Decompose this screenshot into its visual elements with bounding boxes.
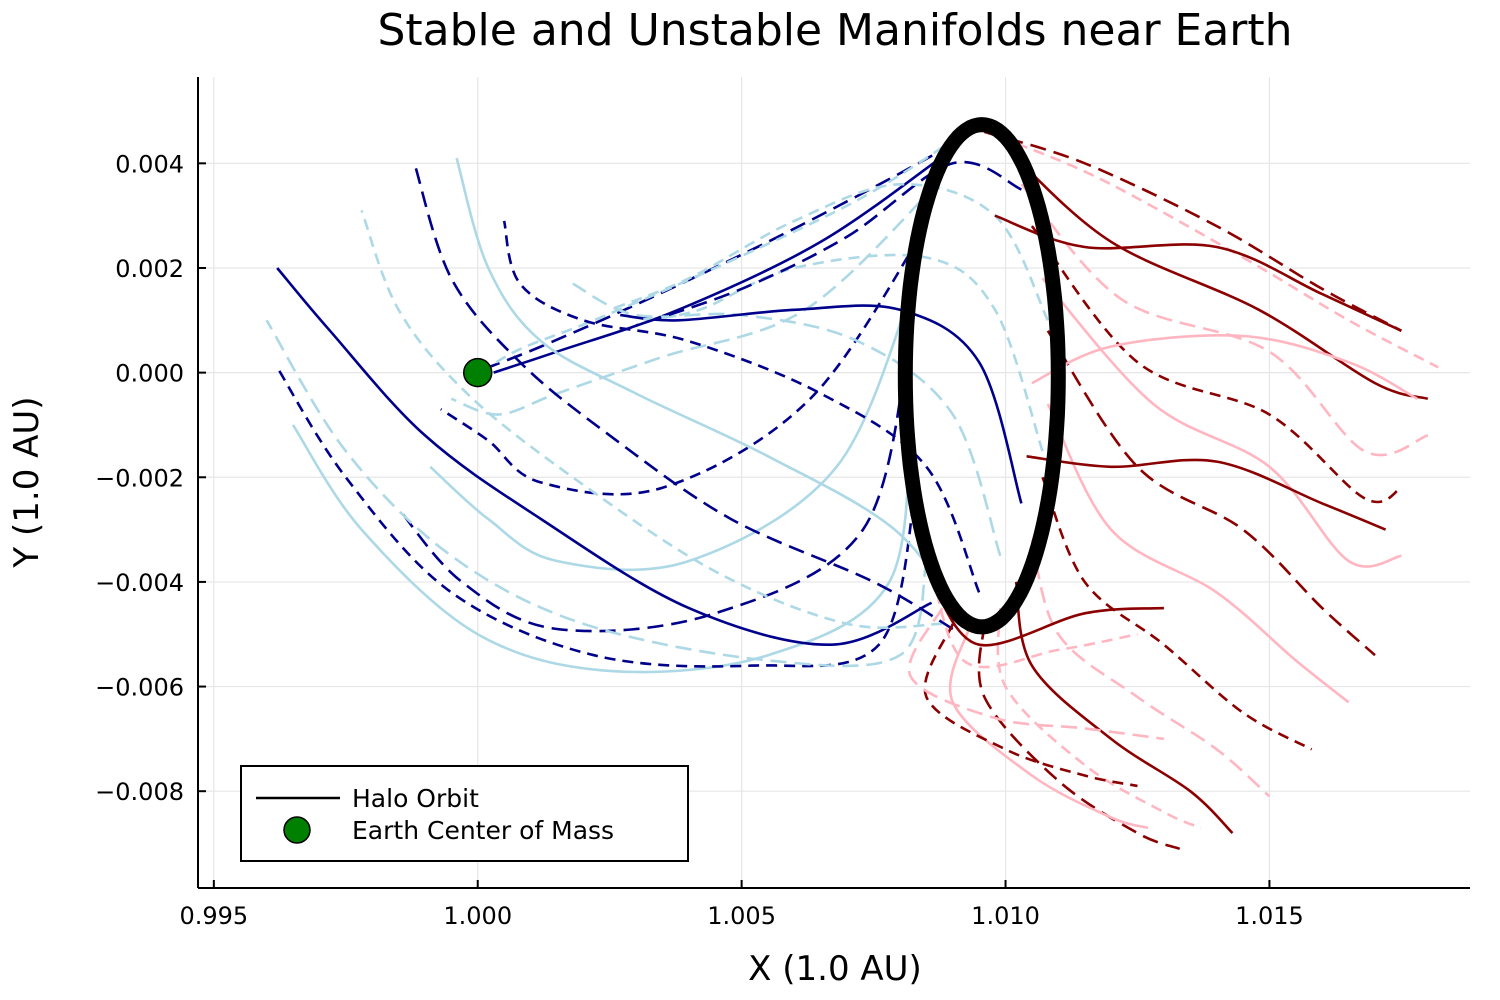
unstable-manifold-curve <box>1046 330 1376 657</box>
axes <box>197 77 1470 889</box>
unstable-manifold-curve <box>930 581 1164 647</box>
unstable-manifold-curve <box>1030 539 1271 798</box>
unstable-manifold-curve <box>1041 476 1313 751</box>
y-tick-label: 0.002 <box>115 255 184 283</box>
unstable-manifold-curve <box>907 607 1165 741</box>
legend-box <box>240 765 689 862</box>
unstable-manifold-curve <box>996 608 1202 830</box>
stable-manifold-curve <box>291 403 912 674</box>
y-tick-label: 0.000 <box>115 360 184 388</box>
stable-manifold-series <box>265 130 1049 674</box>
y-tick-label: −0.006 <box>95 674 184 702</box>
stable-manifold-curve <box>455 157 965 620</box>
legend-earth-swatch <box>283 816 311 844</box>
x-axis-ticks: 0.995 1.000 1.005 1.010 1.015 <box>179 880 1304 930</box>
unstable-manifold-curve <box>1009 151 1429 401</box>
unstable-manifold-curve <box>984 130 1403 332</box>
y-tick-label: −0.004 <box>95 569 184 597</box>
unstable-manifold-curve <box>923 623 1138 788</box>
y-tick-label: −0.008 <box>95 778 184 806</box>
halo-orbit-line <box>897 117 1066 635</box>
stable-manifold-curve <box>609 182 1049 321</box>
chart-title: Stable and Unstable Manifolds near Earth <box>377 5 1292 56</box>
x-tick-label: 1.010 <box>971 902 1040 930</box>
stable-manifold-curve <box>429 277 917 572</box>
unstable-manifold-curve <box>999 135 1439 369</box>
legend: Halo Orbit Earth Center of Mass <box>240 765 689 862</box>
unstable-manifold-curve <box>1020 183 1429 457</box>
stable-manifold-curve <box>450 183 938 416</box>
unstable-manifold-curve <box>1026 455 1387 531</box>
earth-series <box>462 357 493 388</box>
x-tick-label: 0.995 <box>179 902 248 930</box>
unstable-manifold-curve <box>1046 403 1350 704</box>
unstable-manifold-curve <box>1041 277 1402 568</box>
stable-manifold-curve <box>360 209 943 629</box>
halo-orbit-series <box>897 117 1066 635</box>
stable-manifold-curve <box>620 304 1023 504</box>
stable-manifold-curve <box>265 319 928 668</box>
earth-marker <box>462 357 493 388</box>
stable-manifold-curve <box>635 253 1044 452</box>
y-axis-label: Y (1.0 AU) <box>7 396 47 568</box>
unstable-manifold-curve <box>1030 225 1403 504</box>
legend-halo-label: Halo Orbit <box>352 784 479 813</box>
unstable-manifold-curve <box>977 623 1181 851</box>
stable-manifold-curve <box>440 225 928 496</box>
y-tick-label: −0.002 <box>95 464 184 492</box>
y-axis-ticks: 0.004 0.002 0.000 −0.002 −0.004 −0.006 −0.008 <box>95 150 206 806</box>
plot-area <box>265 117 1439 851</box>
unstable-manifold-series <box>907 130 1439 851</box>
stable-manifold-curve <box>397 330 912 633</box>
x-tick-label: 1.000 <box>443 902 512 930</box>
stable-manifold-curve <box>413 162 954 631</box>
legend-earth-label: Earth Center of Mass <box>352 816 614 845</box>
x-axis-label: X (1.0 AU) <box>748 949 922 989</box>
y-tick-label: 0.004 <box>115 150 184 178</box>
stable-manifold-curve <box>635 160 1022 327</box>
stable-manifold-curve <box>276 267 933 647</box>
x-tick-label: 1.005 <box>707 902 776 930</box>
unstable-manifold-curve <box>1031 334 1418 400</box>
unstable-manifold-curve <box>994 214 1402 332</box>
x-tick-label: 1.015 <box>1235 902 1304 930</box>
stable-manifold-curve <box>276 366 918 668</box>
stable-manifold-curve <box>493 151 949 374</box>
stable-manifold-curve <box>502 220 981 593</box>
unstable-manifold-curve <box>948 628 1149 830</box>
stable-manifold-curve <box>572 282 1002 557</box>
